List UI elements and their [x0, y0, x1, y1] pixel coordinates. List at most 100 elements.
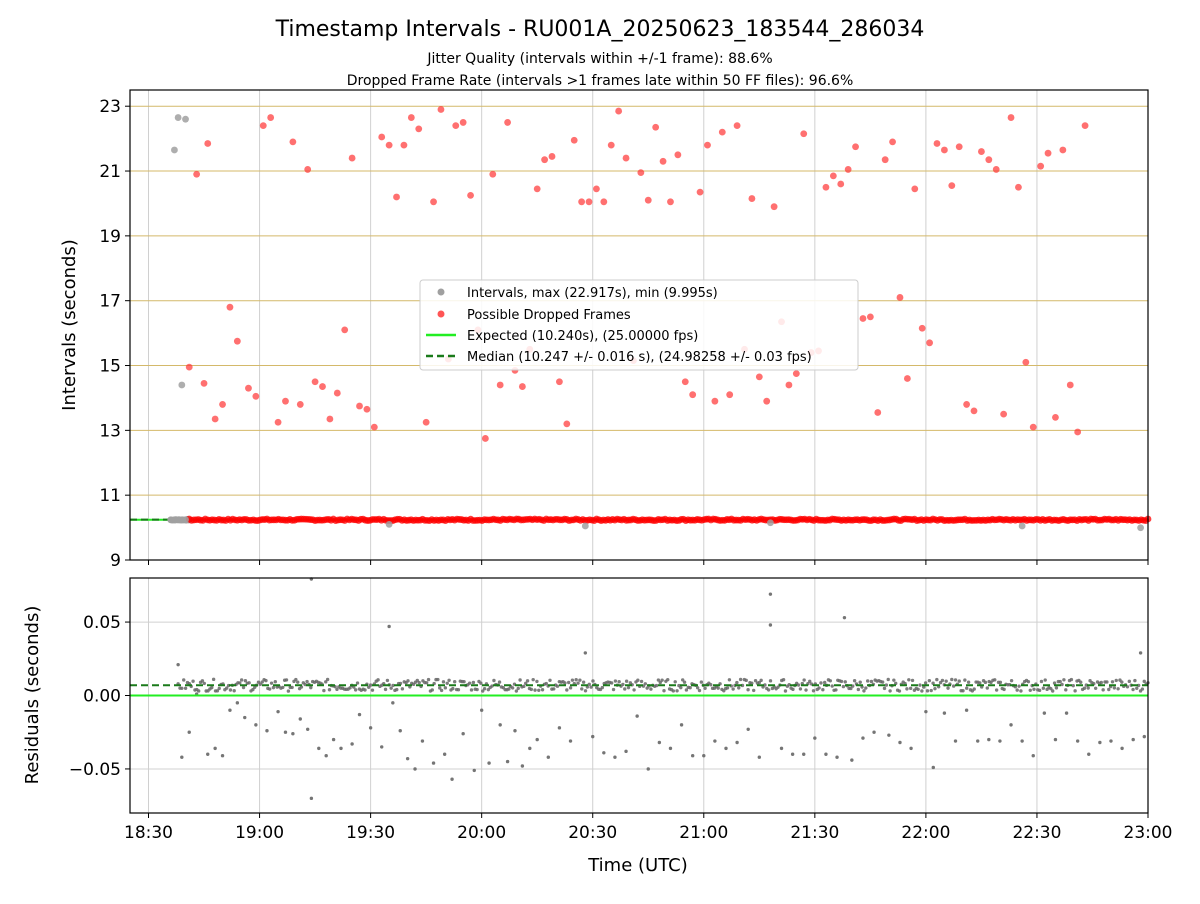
- residual-point: [697, 688, 702, 693]
- residual-point: [1114, 678, 1118, 683]
- residual-point: [735, 680, 739, 685]
- residual-point: [929, 688, 933, 693]
- residual-point: [452, 679, 457, 684]
- residual-point: [552, 687, 556, 691]
- residual-point: [1054, 686, 1059, 690]
- dropped-frame-point: [563, 420, 571, 428]
- dropped-frame-point: [881, 156, 889, 164]
- residual-point: [802, 752, 806, 756]
- residual-point: [731, 687, 735, 691]
- dropped-frame-point: [326, 415, 334, 423]
- residual-point: [957, 679, 961, 683]
- dropped-frame-point: [385, 141, 393, 149]
- residual-point: [260, 680, 264, 684]
- residual-point: [600, 685, 605, 690]
- residual-point: [1060, 682, 1064, 687]
- residual-point: [783, 689, 788, 693]
- residual-point: [888, 689, 892, 693]
- residual-point: [724, 746, 728, 751]
- residual-point: [1087, 752, 1091, 756]
- residual-point: [426, 677, 431, 682]
- residual-point: [1017, 684, 1021, 688]
- residual-point: [1101, 688, 1105, 692]
- residual-point: [1053, 737, 1058, 742]
- residual-point: [225, 686, 229, 690]
- dropped-frame-point: [948, 182, 956, 190]
- residual-point: [376, 678, 380, 682]
- residual-point: [276, 709, 280, 714]
- residual-point: [210, 685, 214, 690]
- residual-point: [1028, 688, 1032, 692]
- residual-point: [779, 746, 784, 751]
- dropped-frame-point: [644, 196, 652, 204]
- residual-point: [309, 796, 314, 801]
- dropped-frame-point: [296, 401, 304, 408]
- dropped-frame-point: [219, 401, 226, 408]
- residual-point: [852, 679, 857, 683]
- residual-point: [813, 736, 817, 740]
- residual-point: [858, 680, 862, 684]
- dropped-frame-point: [992, 166, 1000, 173]
- residual-point: [656, 678, 661, 682]
- residual-point: [1109, 739, 1113, 743]
- residuals-plot: 18:30 19:00 19:30 20:00 20:30 21:00 21:30 22:00…: [69, 577, 1173, 843]
- dropped-frame-point: [311, 378, 319, 386]
- residual-point: [1009, 678, 1014, 683]
- residual-point: [1112, 686, 1117, 690]
- x-tick-label: 22:00: [901, 823, 950, 843]
- residual-point: [387, 624, 391, 629]
- dropped-frame-point: [704, 141, 711, 149]
- dropped-frame-point: [274, 418, 282, 426]
- dropped-frame-point: [378, 133, 386, 141]
- x-tick-label: 19:30: [346, 823, 395, 843]
- dropped-frame-point: [415, 125, 423, 133]
- residual-point: [251, 687, 255, 692]
- residual-point: [1031, 754, 1035, 758]
- residual-point: [1043, 678, 1047, 682]
- residual-point: [296, 680, 300, 684]
- residual-point: [821, 688, 825, 692]
- residual-point: [635, 714, 639, 718]
- residual-point: [817, 686, 821, 690]
- residual-point: [880, 680, 885, 684]
- x-tick-label: 20:30: [568, 823, 617, 843]
- residual-point: [317, 746, 321, 751]
- dropped-frame-point: [726, 391, 734, 399]
- residual-point: [405, 756, 410, 761]
- dropped-frame-point: [792, 370, 800, 378]
- chart-subtitle-jitter: Jitter Quality (intervals within +/-1 fr…: [426, 51, 772, 67]
- residual-point: [662, 688, 666, 693]
- residual-point: [305, 679, 309, 684]
- dropped-frame-point: [822, 183, 830, 191]
- dropped-frame-point: [926, 339, 933, 347]
- interval-point: [1018, 522, 1026, 530]
- residual-point: [668, 746, 673, 751]
- residual-point: [987, 737, 991, 742]
- residual-point: [897, 689, 902, 693]
- residual-point: [180, 686, 184, 690]
- residual-point: [927, 678, 932, 683]
- residual-point: [518, 678, 522, 682]
- top-plot-frame: [129, 89, 1149, 561]
- residual-point: [284, 678, 289, 682]
- residual-point: [907, 678, 911, 682]
- residual-point: [675, 689, 679, 693]
- residual-point: [617, 680, 621, 684]
- legend-gray-marker: [437, 288, 445, 296]
- residual-point: [514, 689, 519, 693]
- residual-point: [1071, 683, 1075, 688]
- residual-point: [1107, 687, 1111, 692]
- dropped-frame-point: [844, 166, 852, 173]
- dropped-frame-point: [955, 143, 963, 151]
- bottom-y-tick-label: 0.00: [83, 687, 121, 707]
- dropped-frame-point: [1052, 413, 1059, 421]
- dropped-frame-point: [896, 294, 904, 301]
- dropped-frame-point: [541, 156, 549, 164]
- residual-point: [976, 739, 980, 743]
- residual-point: [864, 686, 868, 690]
- dropped-frame-point: [570, 136, 578, 144]
- residual-point: [450, 777, 454, 781]
- residual-point: [436, 677, 440, 682]
- dropped-frame-point: [504, 119, 511, 126]
- residual-point: [200, 679, 205, 683]
